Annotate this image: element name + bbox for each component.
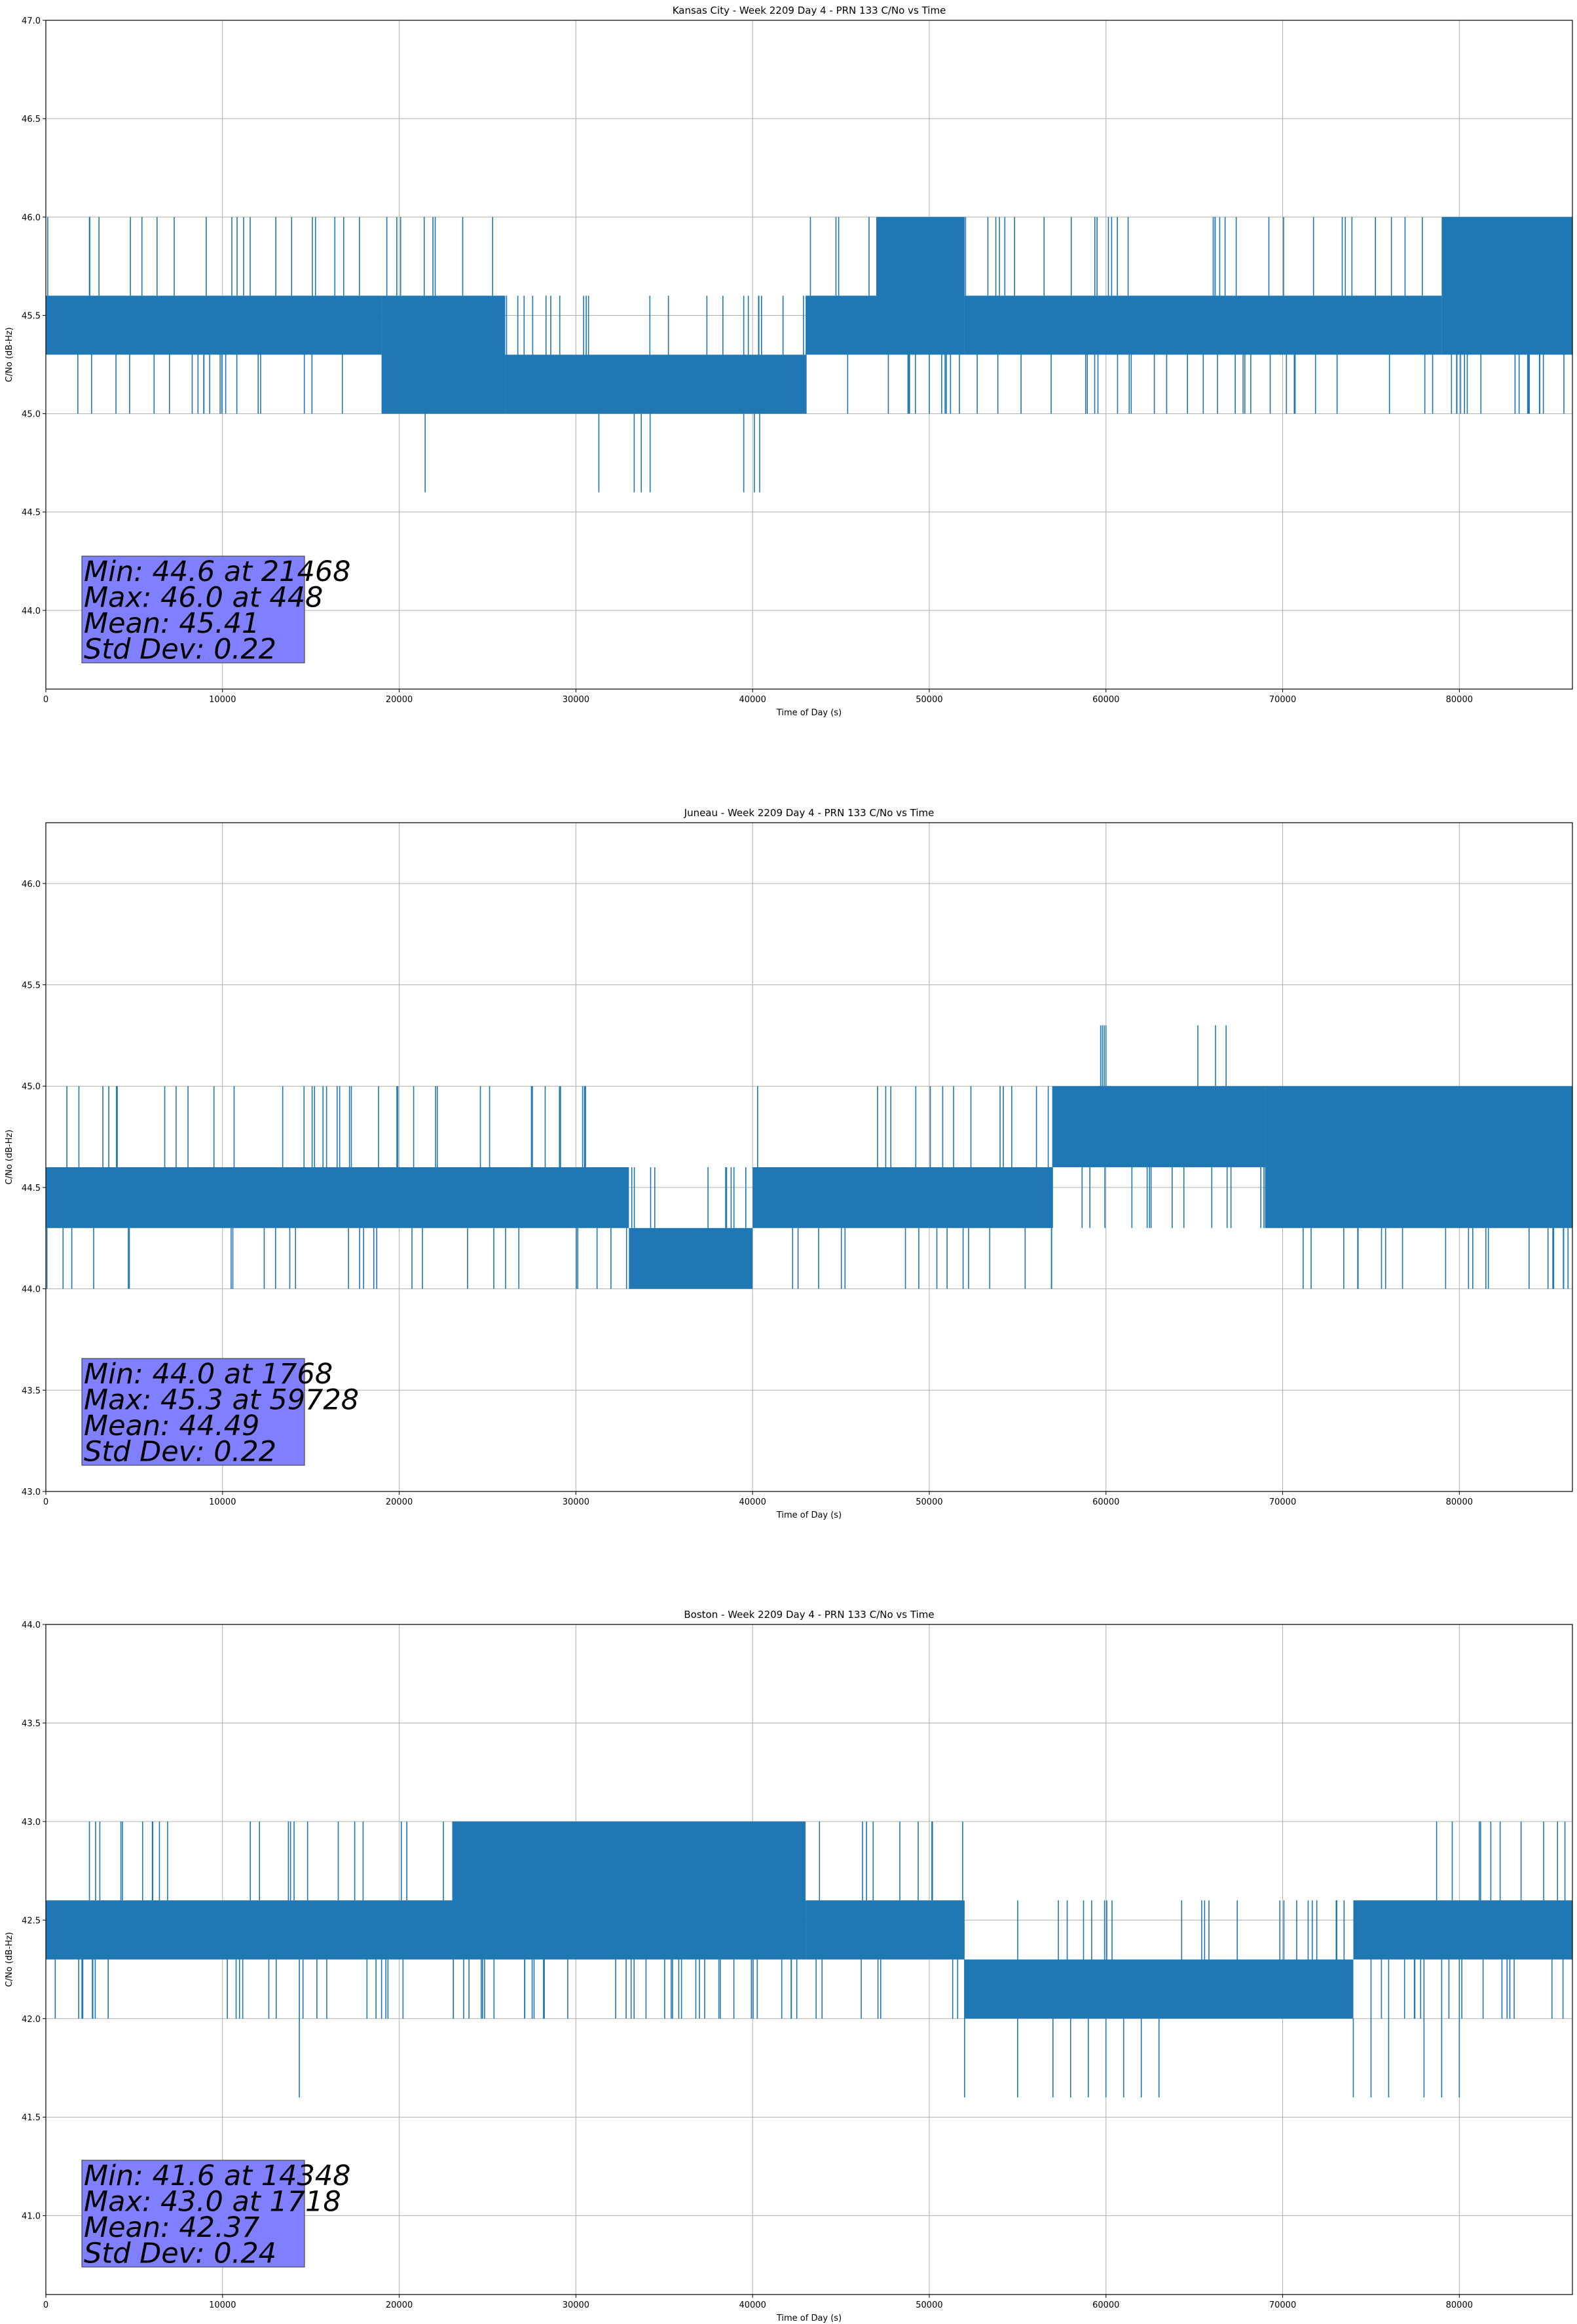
x-tick-label: 10000 [209, 1497, 236, 1507]
stats-line2: Max: 45.3 at 59728 [84, 1384, 359, 1417]
x-axis-label: Time of Day (s) [776, 1510, 842, 1520]
x-axis-label: Time of Day (s) [776, 2314, 842, 2323]
x-tick-label: 60000 [1092, 695, 1119, 705]
data-series [46, 217, 1572, 493]
axes-frame [45, 1624, 1573, 2295]
y-tick-label: 42.0 [22, 2015, 41, 2025]
x-tick-label: 60000 [1092, 2300, 1119, 2310]
stats-line1: Min: 44.0 at 1768 [84, 1358, 333, 1391]
series-band [1265, 1086, 1572, 1228]
x-tick-label: 70000 [1269, 695, 1296, 705]
y-tick-label: 45.5 [22, 981, 41, 991]
x-tick-label: 0 [43, 1497, 48, 1507]
y-tick-label: 45.5 [22, 311, 41, 321]
x-tick-label: 30000 [563, 1497, 589, 1507]
stats-line3: Mean: 42.37 [84, 2211, 259, 2244]
x-axis-label: Time of Day (s) [776, 708, 842, 718]
y-tick-label: 45.0 [22, 1082, 41, 1092]
series-band [1441, 217, 1572, 355]
y-tick-label: 44.0 [22, 1285, 41, 1295]
series-band [46, 1167, 629, 1228]
y-tick-label: 47.0 [22, 16, 41, 26]
series-band [452, 1821, 806, 1960]
y-tick-label: 46.0 [22, 880, 41, 890]
chart-panel-1: 0 10000 20000 30000 40000 50000 60000 70000 8000… [5, 5, 1573, 718]
x-tick-label: 40000 [739, 2300, 766, 2310]
x-tick-label: 10000 [209, 2300, 236, 2310]
stats-line1: Min: 41.6 at 14348 [84, 2160, 351, 2192]
x-tick-label: 50000 [916, 1497, 942, 1507]
y-tick-label: 44.5 [22, 508, 41, 518]
series-band [1353, 1900, 1572, 1960]
x-tick-label: 10000 [209, 695, 236, 705]
x-tick-label: 70000 [1269, 1497, 1296, 1507]
stats-line2: Max: 46.0 at 448 [84, 582, 323, 614]
chart-title: Kansas City - Week 2209 Day 4 - PRN 133 … [673, 5, 946, 16]
y-tick-label: 44.0 [22, 1621, 41, 1630]
y-tick-label: 46.0 [22, 213, 41, 223]
x-tick-label: 40000 [739, 1497, 766, 1507]
y-tick-label: 45.0 [22, 410, 41, 420]
x-tick-label: 40000 [739, 695, 766, 705]
series-band [806, 295, 877, 355]
x-tick-label: 30000 [563, 2300, 589, 2310]
x-tick-label: 80000 [1446, 2300, 1473, 2310]
series-band [505, 354, 806, 414]
y-tick-label: 44.5 [22, 1184, 41, 1193]
series-band [629, 1228, 753, 1289]
x-tick-label: 80000 [1446, 695, 1473, 705]
y-tick-label: 43.0 [22, 1818, 41, 1827]
axes-frame [45, 822, 1573, 1492]
series-band [806, 1900, 965, 1960]
y-tick-label: 43.5 [22, 1386, 41, 1396]
stats-line4: Std Dev: 0.22 [84, 1436, 276, 1469]
y-tick-label: 43.5 [22, 1719, 41, 1729]
y-axis-label: C/No (dB-Hz) [5, 328, 14, 383]
series-band [46, 295, 382, 355]
y-tick-label: 41.0 [22, 2212, 41, 2222]
x-tick-label: 20000 [386, 695, 413, 705]
x-tick-label: 30000 [563, 695, 589, 705]
data-series [46, 1025, 1572, 1289]
stats-box [81, 555, 305, 664]
x-tick-label: 50000 [916, 2300, 942, 2310]
series-band [876, 217, 965, 355]
series-band [381, 295, 506, 414]
data-series [46, 1821, 1572, 2098]
x-tick-label: 60000 [1092, 1497, 1119, 1507]
y-tick-label: 46.5 [22, 115, 41, 124]
y-axis-label: C/No (dB-Hz) [5, 1130, 14, 1185]
chart-title: Boston - Week 2209 Day 4 - PRN 133 C/No … [684, 1609, 934, 1621]
chart-title: Juneau - Week 2209 Day 4 - PRN 133 C/No … [684, 807, 935, 819]
stats-line1: Min: 44.6 at 21468 [84, 555, 351, 588]
stats-box [81, 1358, 305, 1466]
stats-line3: Mean: 45.41 [84, 607, 259, 640]
y-tick-label: 42.5 [22, 1916, 41, 1926]
x-tick-label: 0 [43, 695, 48, 705]
stats-line4: Std Dev: 0.22 [84, 633, 276, 666]
axes-frame [45, 20, 1573, 690]
series-band [964, 295, 1442, 355]
x-tick-label: 20000 [386, 1497, 413, 1507]
y-tick-label: 43.0 [22, 1488, 41, 1497]
x-tick-label: 20000 [386, 2300, 413, 2310]
series-band [964, 1959, 1354, 2019]
x-tick-label: 80000 [1446, 1497, 1473, 1507]
x-tick-label: 0 [43, 2300, 48, 2310]
chart-panel-2: 0 10000 20000 30000 40000 50000 60000 70000 8000… [5, 807, 1573, 1520]
y-tick-label: 44.0 [22, 607, 41, 616]
stats-line4: Std Dev: 0.24 [84, 2238, 276, 2270]
stats-box [81, 2160, 305, 2268]
x-tick-label: 70000 [1269, 2300, 1296, 2310]
series-band [1052, 1086, 1265, 1167]
stats-line3: Mean: 44.49 [84, 1410, 259, 1442]
y-tick-label: 41.5 [22, 2113, 41, 2123]
series-band [46, 1900, 453, 1960]
x-tick-label: 50000 [916, 695, 942, 705]
chart-panel-3: 0 10000 20000 30000 40000 50000 60000 70000 8000… [5, 1609, 1573, 2323]
y-axis-label: C/No (dB-Hz) [5, 1932, 14, 1987]
series-band [752, 1167, 1053, 1228]
stats-line2: Max: 43.0 at 1718 [84, 2186, 341, 2219]
